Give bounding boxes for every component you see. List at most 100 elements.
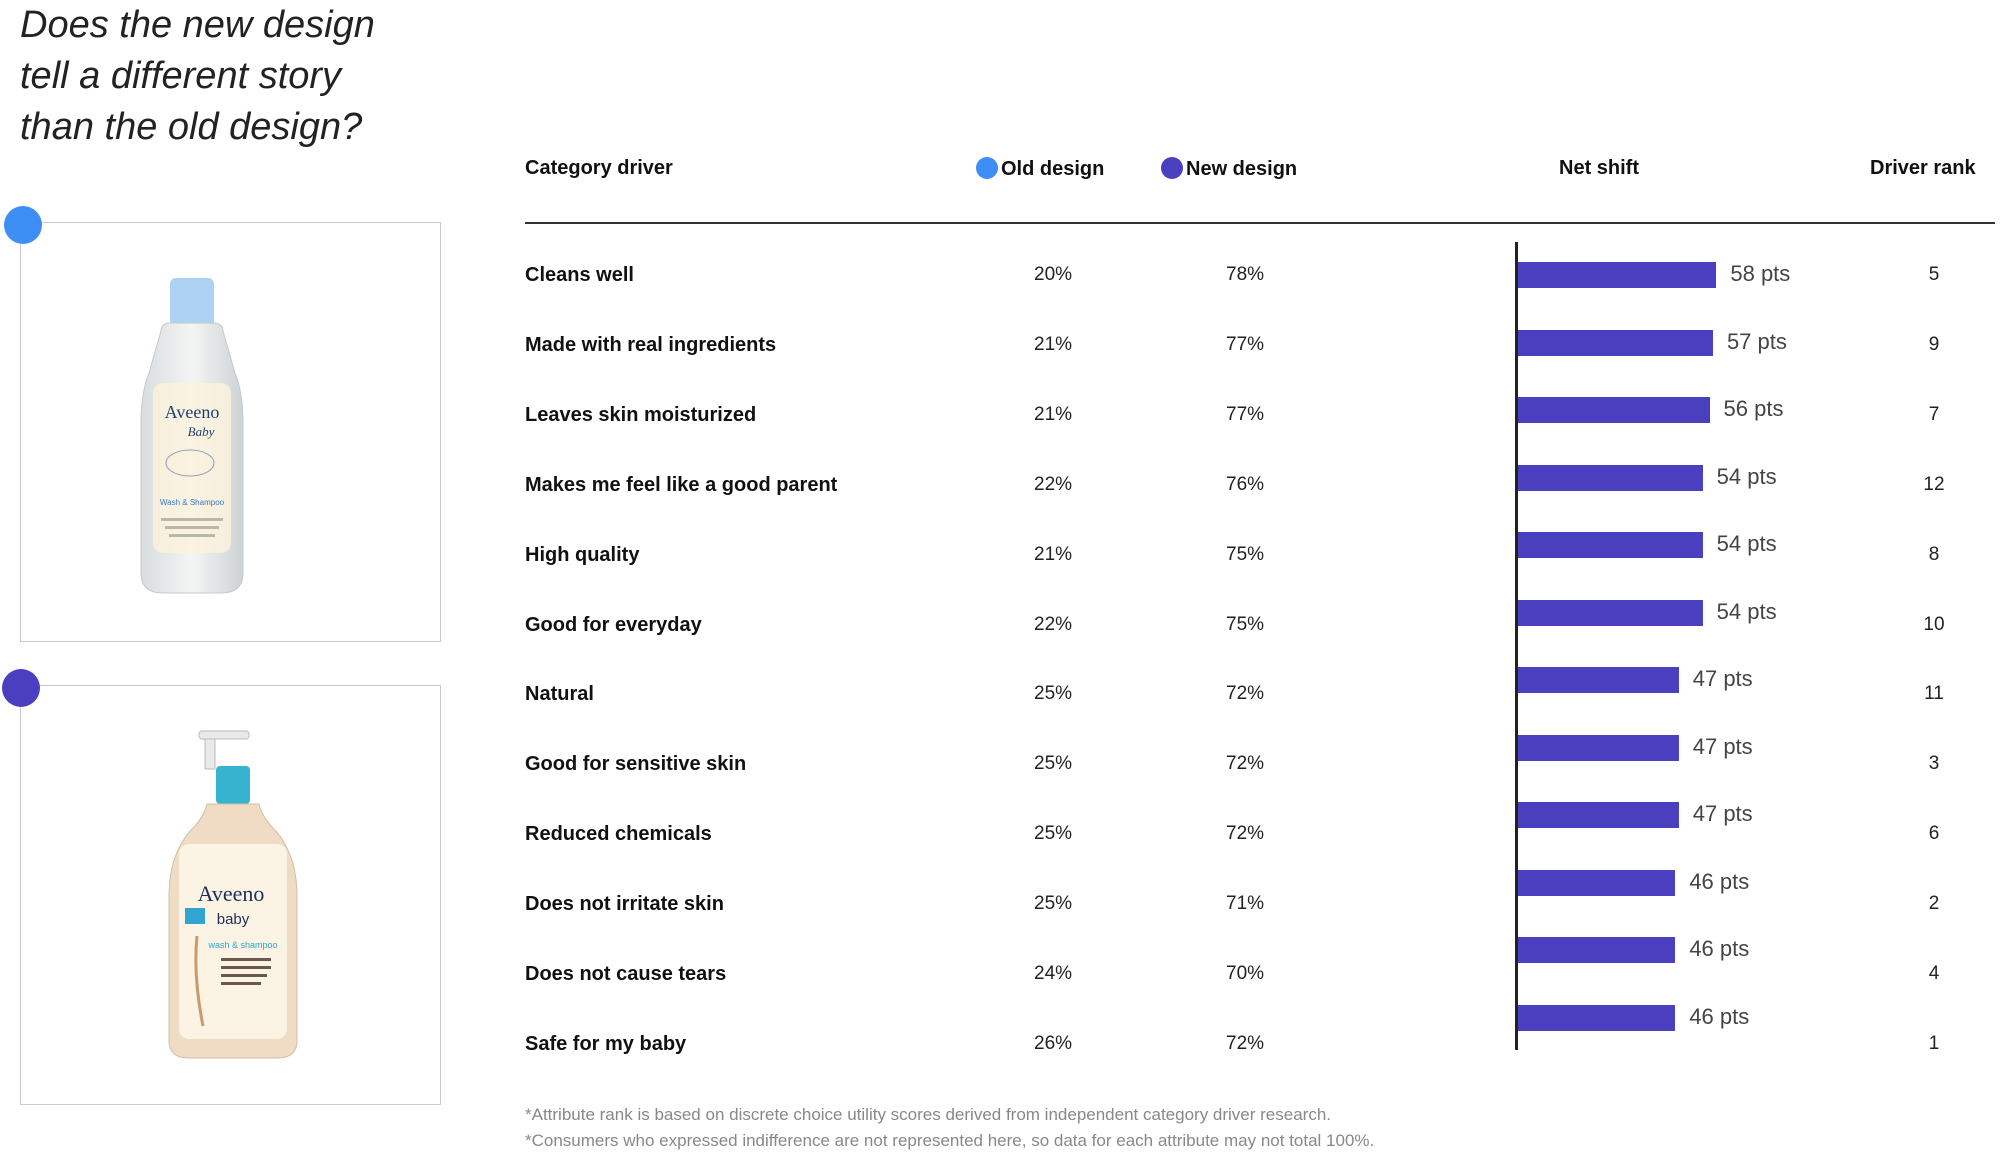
driver-label: Does not cause tears [525, 963, 727, 985]
new-design-value: 72% [1226, 683, 1265, 704]
driver-label: Good for everyday [525, 614, 702, 636]
question-line-2: tell a different story [20, 55, 342, 97]
driver-rank-value: 12 [1923, 474, 1945, 495]
old-design-value: 22% [1034, 474, 1073, 495]
driver-label: Does not irritate skin [525, 893, 724, 915]
net-shift-label: 54 pts [1716, 599, 1777, 624]
driver-rank-value: 7 [1928, 404, 1940, 425]
net-shift-bar [1518, 937, 1676, 963]
old-design-marker [4, 206, 42, 244]
new-design-value: 70% [1226, 963, 1265, 984]
net-shift-label: 46 pts [1689, 1004, 1750, 1029]
driver-label: Safe for my baby [525, 1033, 687, 1055]
new-design-image-frame: Aveeno baby wash & shampoo [20, 685, 441, 1105]
driver-label: Good for sensitive skin [525, 753, 747, 775]
old-product-text: Wash & Shampoo [160, 498, 225, 507]
net-shift-label: 46 pts [1689, 936, 1750, 961]
new-design-value: 71% [1226, 893, 1265, 914]
driver-label: Natural [525, 683, 594, 705]
net-shift-bar [1518, 667, 1679, 693]
driver-rank-value: 6 [1928, 823, 1940, 844]
net-shift-axis [1515, 242, 1518, 1050]
question-line-1: Does the new design [20, 4, 375, 46]
net-shift-bar [1518, 330, 1713, 356]
new-sub-text: baby [217, 911, 250, 928]
old-design-legend-dot [976, 157, 998, 179]
net-shift-label: 46 pts [1689, 869, 1750, 894]
driver-rank-value: 4 [1928, 963, 1940, 984]
net-shift-label: 58 pts [1730, 261, 1791, 286]
net-shift-bar [1518, 870, 1676, 896]
new-design-value: 76% [1226, 474, 1265, 495]
driver-rank-value: 9 [1928, 334, 1940, 355]
net-shift-bar [1518, 262, 1717, 288]
net-shift-label: 54 pts [1716, 464, 1777, 489]
driver-rank-value: 2 [1928, 893, 1940, 914]
driver-rank-value: 5 [1928, 264, 1940, 285]
driver-label: High quality [525, 544, 640, 566]
new-design-value: 77% [1226, 334, 1265, 355]
driver-label: Made with real ingredients [525, 334, 777, 356]
header-new-design-label: New design [1186, 158, 1298, 180]
header-old-design: Old design [976, 157, 1104, 181]
old-design-value: 21% [1034, 544, 1073, 565]
driver-rank-value: 8 [1928, 544, 1940, 565]
new-design-marker [2, 669, 40, 707]
driver-rank-value: 3 [1928, 753, 1940, 774]
old-design-value: 26% [1034, 1033, 1073, 1054]
net-shift-label: 47 pts [1692, 666, 1753, 691]
net-shift-label: 47 pts [1692, 801, 1753, 826]
new-design-value: 78% [1226, 264, 1265, 285]
old-design-value: 21% [1034, 404, 1073, 425]
driver-label: Cleans well [525, 264, 634, 286]
bottle-new-design-icon: Aveeno baby wash & shampoo [168, 730, 298, 1059]
net-shift-bar [1518, 802, 1679, 828]
question-heading: Does the new design tell a different sto… [20, 0, 440, 153]
old-design-value: 25% [1034, 823, 1073, 844]
new-brand-text: Aveeno [198, 881, 265, 906]
bottle-old-design-icon: Aveeno Baby Wash & Shampoo [140, 278, 244, 594]
old-design-value: 25% [1034, 893, 1073, 914]
net-shift-bar [1518, 532, 1703, 558]
driver-rank-value: 1 [1928, 1033, 1940, 1054]
header-category-driver: Category driver [525, 157, 673, 179]
question-line-3: than the old design? [20, 106, 363, 148]
header-driver-rank: Driver rank [1870, 157, 1976, 179]
new-design-value: 72% [1226, 823, 1265, 844]
old-design-image-frame: Aveeno Baby Wash & Shampoo [20, 222, 441, 642]
new-design-value: 77% [1226, 404, 1265, 425]
footnote-1: *Attribute rank is based on discrete cho… [525, 1105, 1332, 1124]
new-design-value: 75% [1226, 544, 1265, 565]
driver-label: Reduced chemicals [525, 823, 712, 845]
old-design-value: 21% [1034, 334, 1073, 355]
header-new-design: New design [1161, 157, 1297, 181]
net-shift-bar [1518, 397, 1710, 423]
footnote-2: *Consumers who expressed indifference ar… [525, 1131, 1375, 1150]
new-design-value: 72% [1226, 1033, 1265, 1054]
net-shift-bar [1518, 1005, 1676, 1031]
net-shift-label: 54 pts [1716, 531, 1777, 556]
header-old-design-label: Old design [1001, 158, 1105, 180]
header-net-shift: Net shift [1559, 157, 1639, 179]
old-design-value: 22% [1034, 614, 1073, 635]
net-shift-bar [1518, 465, 1703, 491]
old-design-value: 20% [1034, 264, 1073, 285]
net-shift-bar [1518, 735, 1679, 761]
new-design-value: 72% [1226, 753, 1265, 774]
old-design-value: 24% [1034, 963, 1073, 984]
new-design-value: 75% [1226, 614, 1265, 635]
net-shift-label: 57 pts [1726, 329, 1787, 354]
net-shift-bar [1518, 600, 1703, 626]
old-sub-text: Baby [188, 424, 215, 439]
old-design-value: 25% [1034, 753, 1073, 774]
driver-label: Makes me feel like a good parent [525, 474, 838, 496]
driver-rank-value: 11 [1924, 683, 1944, 704]
net-shift-label: 56 pts [1723, 396, 1784, 421]
new-design-legend-dot [1161, 157, 1183, 179]
header-rule [525, 222, 1995, 224]
driver-label: Leaves skin moisturized [525, 404, 757, 426]
old-design-value: 25% [1034, 683, 1073, 704]
old-brand-text: Aveeno [165, 402, 220, 422]
new-product-text: wash & shampoo [207, 940, 277, 950]
driver-rank-value: 10 [1923, 614, 1945, 635]
